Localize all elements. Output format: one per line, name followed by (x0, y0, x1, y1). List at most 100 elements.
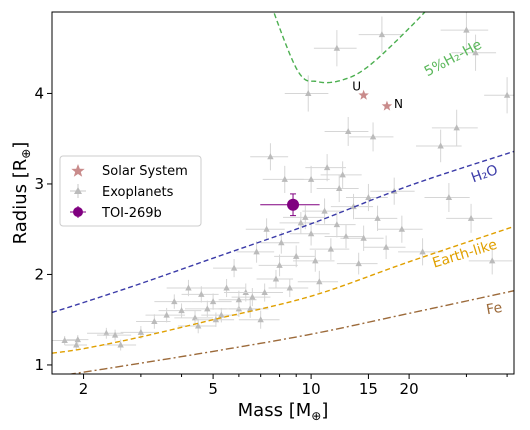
exoplanet-marker (382, 243, 390, 250)
exoplanet-point (243, 283, 284, 302)
y-tick-label: 3 (34, 175, 44, 193)
exoplanet-marker (253, 248, 260, 255)
exoplanet-point (415, 129, 462, 163)
exoplanet-marker (185, 284, 192, 291)
exoplanet-point (174, 310, 214, 326)
exoplanet-marker (297, 219, 305, 226)
exoplanet-marker (307, 230, 315, 237)
composition-curve (66, 290, 514, 374)
exoplanet-marker (212, 316, 220, 323)
legend-item-exoplanets: Exoplanets (70, 184, 174, 200)
exoplanet-marker (472, 49, 479, 56)
exoplanet-point (354, 205, 398, 232)
plot-frame (51, 11, 515, 375)
legend-item-solar-system: Solar System (71, 164, 188, 179)
exoplanet-marker (198, 290, 205, 297)
exoplanet-marker (263, 225, 270, 232)
exoplanet-marker (378, 31, 386, 38)
exoplanet-point (468, 247, 513, 275)
solar-system-layer: UN (352, 79, 403, 111)
exoplanet-point (268, 278, 309, 298)
x-axis-label: Mass [M⊕] (238, 400, 329, 423)
exoplanet-point (154, 294, 192, 309)
exoplanet-point (158, 303, 202, 318)
exoplanet-point (346, 183, 388, 212)
exoplanet-point (97, 329, 132, 341)
exoplanet-point (166, 279, 208, 297)
x-tick-label: 2 (79, 380, 89, 398)
exoplanet-marker (204, 305, 211, 312)
exoplanet-point (293, 250, 335, 272)
solar-system-planet-marker (381, 100, 393, 111)
exoplanet-marker (323, 164, 331, 171)
exoplanet-marker (276, 261, 283, 268)
exoplanet-marker (316, 278, 323, 285)
legend-item-toi-269b: TOI-269b (70, 206, 162, 221)
exoplanet-marker (249, 293, 256, 300)
exoplanet-marker (272, 275, 280, 282)
exoplanet-point (424, 183, 470, 213)
exoplanet-point (431, 109, 478, 146)
curve-label-h2o: H₂O (469, 162, 500, 186)
exoplanet-marker (178, 307, 185, 314)
exoplanet-point (204, 278, 246, 298)
exoplanet-point (349, 122, 394, 152)
exoplanet-marker (246, 305, 254, 312)
exoplanet-marker (103, 329, 110, 336)
exoplanet-point (297, 270, 339, 293)
exoplanet-marker (223, 284, 230, 291)
exoplanet-point (324, 224, 365, 249)
exoplanet-marker (327, 245, 335, 252)
exoplanet-point (309, 238, 350, 260)
exoplanet-point (231, 288, 271, 307)
y-tick-label: 1 (34, 356, 44, 374)
exoplanet-marker (321, 207, 328, 214)
composition-curve (273, 12, 426, 84)
exoplanet-marker (307, 175, 315, 182)
exoplanet-point (336, 252, 378, 275)
exoplanet-marker (151, 318, 158, 325)
x-axis: 2 5 10 15 20 (79, 374, 508, 398)
legend-label-solar-system: Solar System (102, 164, 188, 179)
exoplanet-marker (74, 336, 81, 343)
exoplanet-marker (218, 311, 225, 318)
toi-269b-marker (287, 198, 300, 211)
exoplanet-point (289, 221, 330, 246)
legend-box (59, 155, 202, 227)
legend-label-toi-269b: TOI-269b (101, 206, 162, 221)
exoplanet-marker (437, 142, 444, 149)
exoplanet-point (103, 339, 137, 351)
exoplanet-marker (171, 298, 178, 305)
exoplanet-marker (230, 264, 238, 271)
exoplanet-point (250, 143, 289, 171)
exoplanet-point (358, 16, 402, 53)
exoplanet-point (236, 240, 275, 263)
exoplanet-point (245, 218, 285, 241)
exoplanet-point (315, 212, 356, 238)
exoplanet-point (446, 203, 493, 233)
exoplanet-point (305, 154, 347, 182)
exoplanet-marker (305, 89, 312, 96)
exoplanet-point (330, 193, 374, 220)
y-axis-label: Radius [R⊕] (10, 142, 33, 245)
exoplanet-marker (374, 214, 381, 221)
exoplanet-marker (503, 91, 511, 98)
exoplanet-point (195, 312, 235, 327)
legend: Solar System Exoplanets TOI-269b (59, 155, 202, 227)
exoplanet-marker (209, 298, 217, 305)
exoplanet-marker (355, 260, 362, 267)
exoplanet-point (238, 310, 280, 329)
exoplanet-marker (278, 239, 285, 246)
y-tick-label: 2 (34, 265, 44, 283)
exoplanet-marker (191, 314, 199, 321)
exoplanet-point (52, 335, 77, 346)
exoplanet-marker (339, 171, 346, 178)
y-tick-label: 4 (34, 84, 44, 102)
exoplanet-point (398, 238, 444, 266)
exoplanet-marker (463, 26, 470, 33)
curve-label-earth-like: Earth-like (431, 237, 499, 272)
exoplanet-marker (195, 322, 202, 329)
exoplanet-marker (369, 133, 377, 140)
curve-label-fe: Fe (485, 300, 503, 319)
